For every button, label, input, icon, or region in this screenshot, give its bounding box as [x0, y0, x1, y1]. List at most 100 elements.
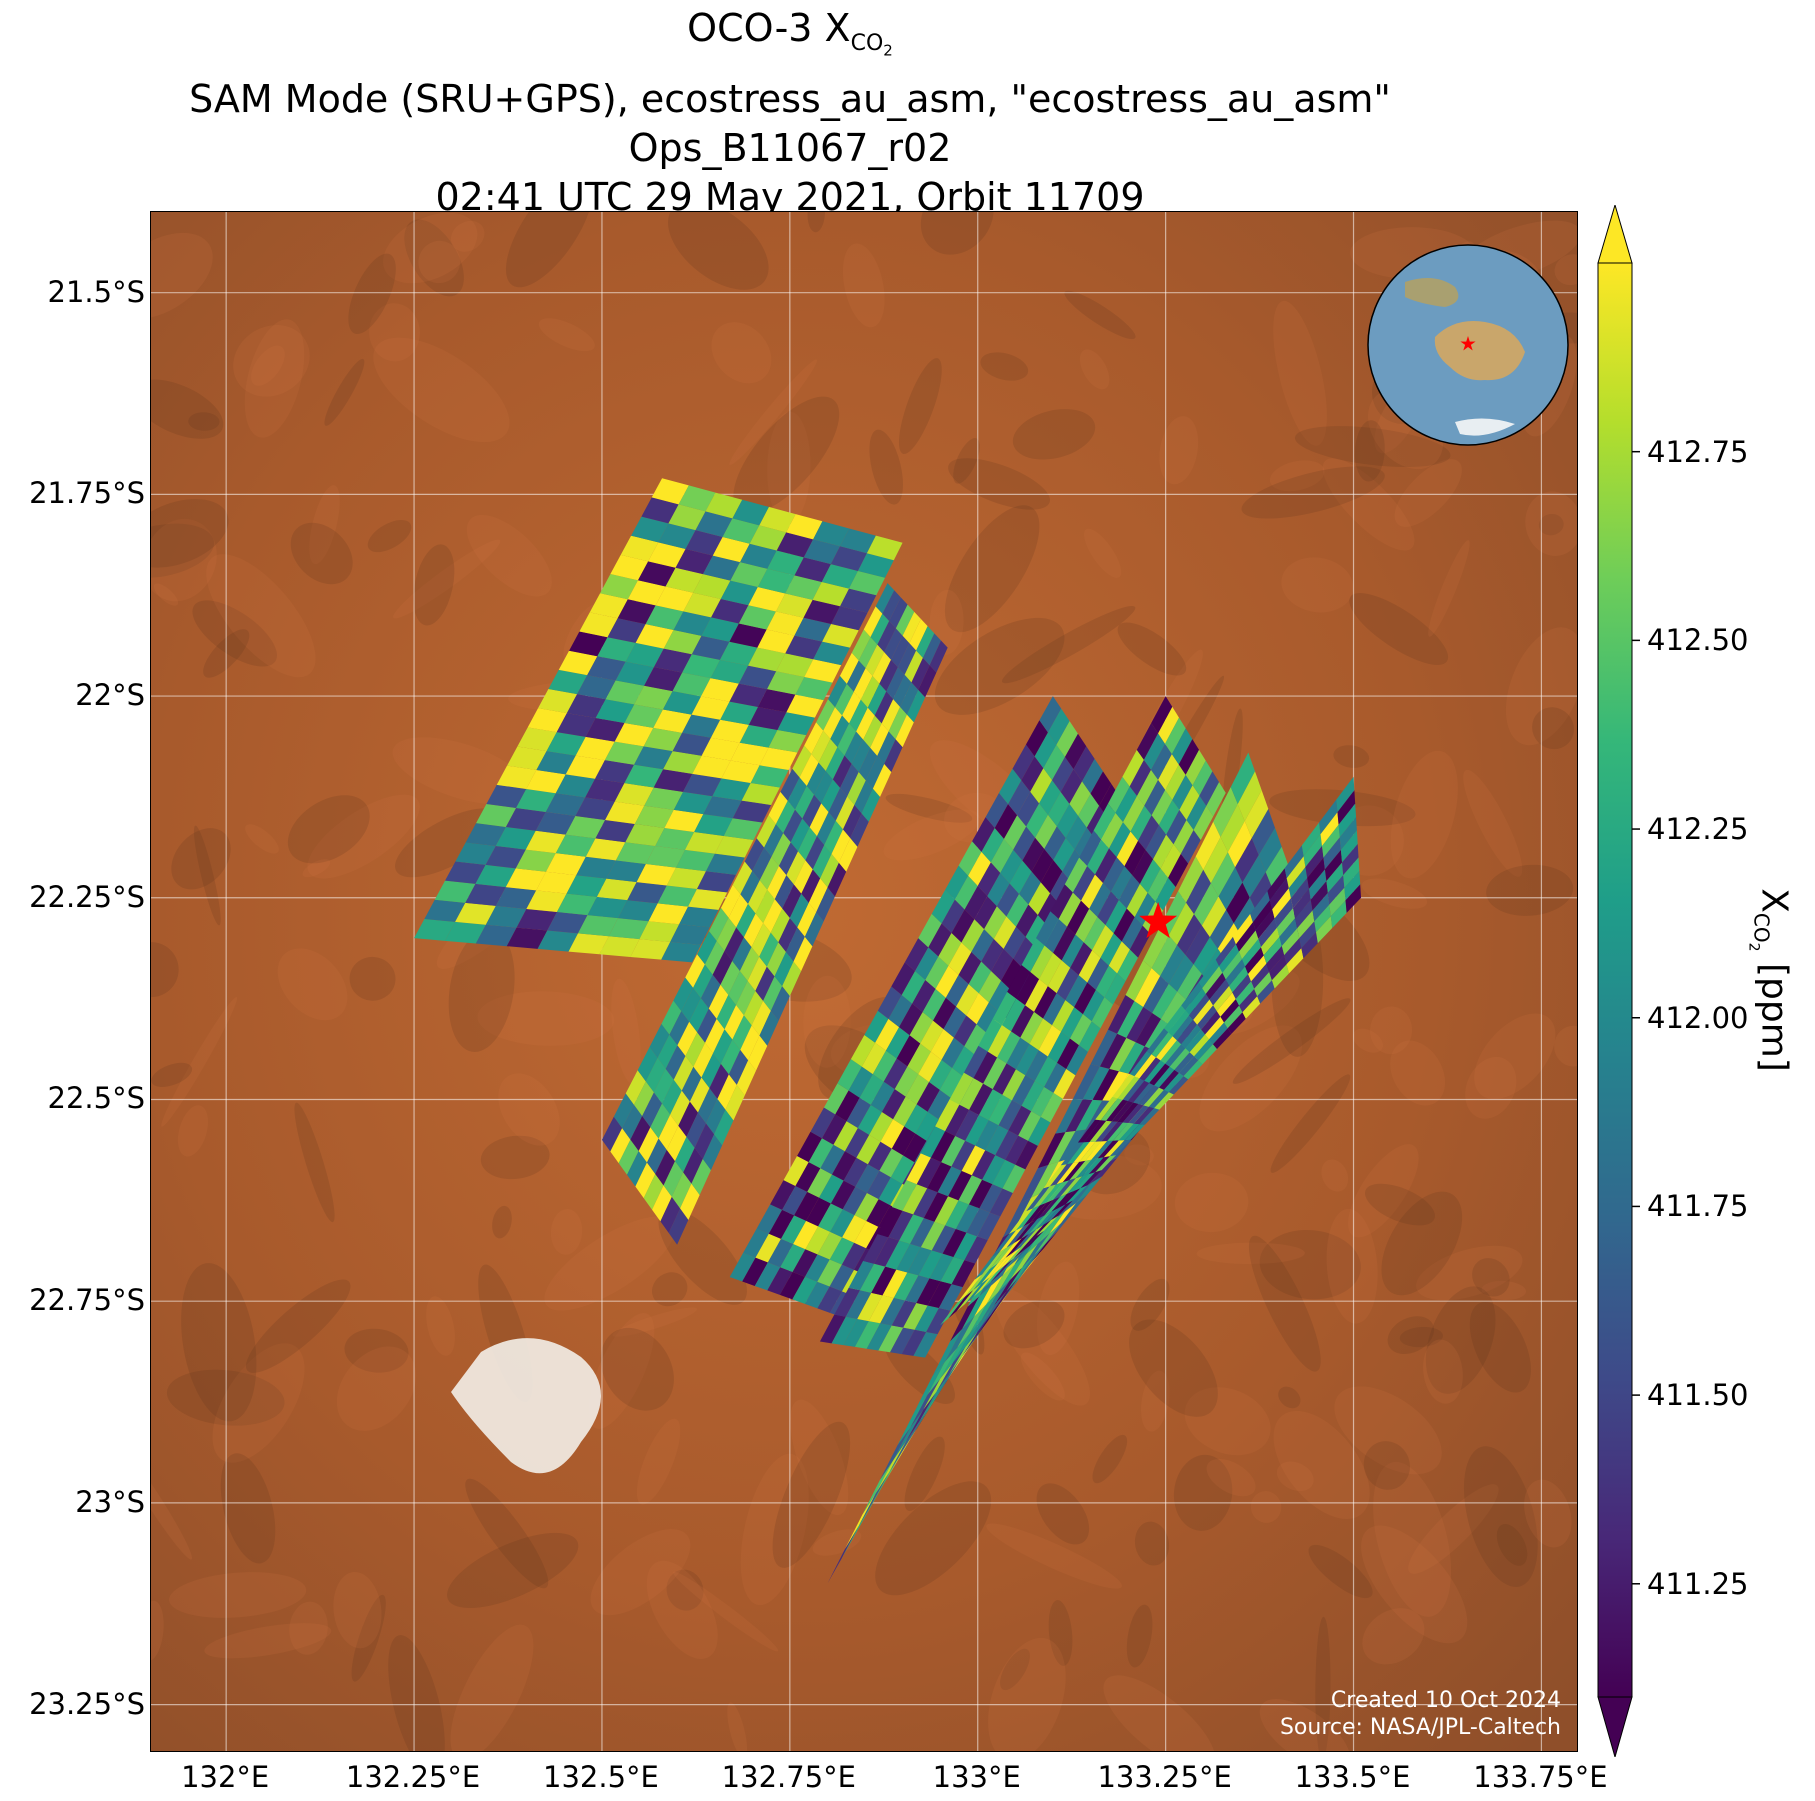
- xco2-pixel: [1205, 1016, 1225, 1040]
- xco2-pixel: [1163, 1073, 1184, 1093]
- xco2-pixel: [748, 587, 786, 612]
- xco2-pixel: [638, 1127, 659, 1163]
- xco2-pixel: [871, 1266, 897, 1296]
- xco2-pixel: [808, 1138, 834, 1169]
- xco2-pixel: [856, 707, 875, 740]
- xco2-pixel: [1056, 1161, 1080, 1185]
- xco2-pixel: [797, 902, 817, 937]
- xco2-pixel: [724, 1005, 744, 1040]
- xco2-pixel: [736, 1060, 757, 1096]
- xco2-pixel: [1111, 1101, 1134, 1122]
- xco2-pixel: [645, 1057, 666, 1093]
- xco2-pixel: [881, 699, 901, 732]
- xco2-pixel: [890, 1327, 915, 1355]
- xco2-pixel: [595, 760, 635, 784]
- xco2-pixel: [1093, 803, 1116, 840]
- xco2-pixel: [1020, 1224, 1044, 1247]
- xco2-pixel: [1145, 824, 1167, 860]
- xco2-pixel: [1189, 993, 1210, 1020]
- xco2-pixel: [869, 1112, 894, 1142]
- map-canvas[interactable]: [151, 212, 1578, 1752]
- xco2-pixel: [678, 1101, 698, 1137]
- xco2-pixel: [885, 1027, 910, 1059]
- xco2-pixel: [853, 668, 873, 700]
- xco2-pixel: [906, 689, 926, 723]
- xco2-pixel: [1151, 935, 1178, 977]
- xco2-pixel: [670, 1090, 690, 1126]
- xco2-pixel: [625, 642, 664, 668]
- xco2-pixel: [630, 1115, 651, 1152]
- map-panel[interactable]: Created 10 Oct 2024 Source: NASA/JPL-Cal…: [150, 211, 1578, 1752]
- xco2-pixel: [1198, 1044, 1217, 1065]
- xco2-pixel: [682, 714, 721, 738]
- xco2-pixel: [849, 699, 868, 732]
- xco2-pixel: [685, 530, 723, 556]
- xco2-pixel: [1205, 972, 1226, 1000]
- xco2-pixel: [1106, 1099, 1129, 1122]
- xco2-pixel: [547, 912, 588, 934]
- xco2-pixel: [962, 1285, 992, 1329]
- xco2-pixel: [1155, 877, 1176, 911]
- xco2-pixel: [1172, 774, 1193, 810]
- xco2-pixel: [688, 888, 728, 910]
- xco2-pixel: [1138, 1085, 1160, 1106]
- xco2-pixel: [637, 561, 676, 587]
- xco2-pixel: [866, 1323, 892, 1351]
- xco2-pixel: [1079, 830, 1102, 866]
- xco2-pixel: [685, 1032, 706, 1067]
- xco2-pixel: [711, 599, 749, 624]
- xco2-pixel: [682, 654, 720, 679]
- xco2-pixel: [782, 961, 802, 996]
- xco2-pixel: [710, 659, 749, 684]
- xco2-pixel: [1135, 1012, 1162, 1047]
- lat-tick-label: 23.25°S: [29, 1686, 145, 1721]
- xco2-pixel: [755, 889, 775, 924]
- xco2-pixel: [716, 917, 737, 952]
- xco2-pixel: [821, 779, 841, 813]
- xco2-pixel: [931, 889, 955, 924]
- xco2-pixel: [1047, 708, 1070, 745]
- xco2-pixel: [1000, 849, 1023, 884]
- xco2-pixel: [743, 990, 764, 1026]
- xco2-pixel: [978, 971, 1002, 1003]
- xco2-pixel: [808, 878, 828, 913]
- xco2-pixel: [884, 628, 903, 660]
- xco2-pixel: [1010, 1243, 1038, 1280]
- xco2-pixel: [465, 823, 506, 846]
- xco2-pixel: [1185, 749, 1206, 786]
- xco2-pixel: [608, 918, 649, 940]
- xco2-pixel: [1193, 806, 1214, 840]
- xco2-pixel: [653, 1068, 674, 1104]
- xco2-pixel: [943, 1006, 967, 1038]
- xco2-pixel: [877, 621, 896, 653]
- xco2-pixel: [645, 846, 686, 868]
- xco2-pixel: [566, 694, 606, 719]
- xco2-pixel: [804, 912, 824, 947]
- xco2-pixel: [1085, 1141, 1108, 1161]
- xco2-pixel: [1133, 1106, 1155, 1125]
- xco2-pixel: [648, 542, 686, 568]
- xco2-pixel: [1143, 925, 1169, 969]
- xco2-pixel: [686, 1112, 707, 1148]
- xco2-pixel: [1226, 882, 1250, 924]
- xco2-pixel: [556, 893, 597, 916]
- xco2-pixel: [891, 1300, 917, 1328]
- xco2-pixel: [1004, 815, 1027, 850]
- xco2-pixel: [1166, 809, 1187, 845]
- xco2-pixel: [777, 712, 815, 736]
- globe-inset: [1367, 244, 1569, 446]
- xco2-pixel: [759, 747, 798, 771]
- xco2-pixel: [1044, 1062, 1067, 1093]
- xco2-pixel: [875, 1018, 900, 1051]
- xco2-pixel: [1326, 862, 1344, 893]
- xco2-pixel: [775, 800, 796, 834]
- xco2-pixel: [713, 1029, 733, 1064]
- xco2-pixel: [1235, 922, 1256, 952]
- xco2-pixel: [546, 732, 586, 756]
- xco2-pixel: [1064, 857, 1088, 893]
- xco2-pixel: [1077, 1119, 1101, 1143]
- xco2-pixel: [983, 1057, 1007, 1090]
- xco2-pixel: [1061, 1194, 1088, 1223]
- xco2-pixel: [812, 582, 850, 607]
- xco2-pixel: [634, 746, 673, 770]
